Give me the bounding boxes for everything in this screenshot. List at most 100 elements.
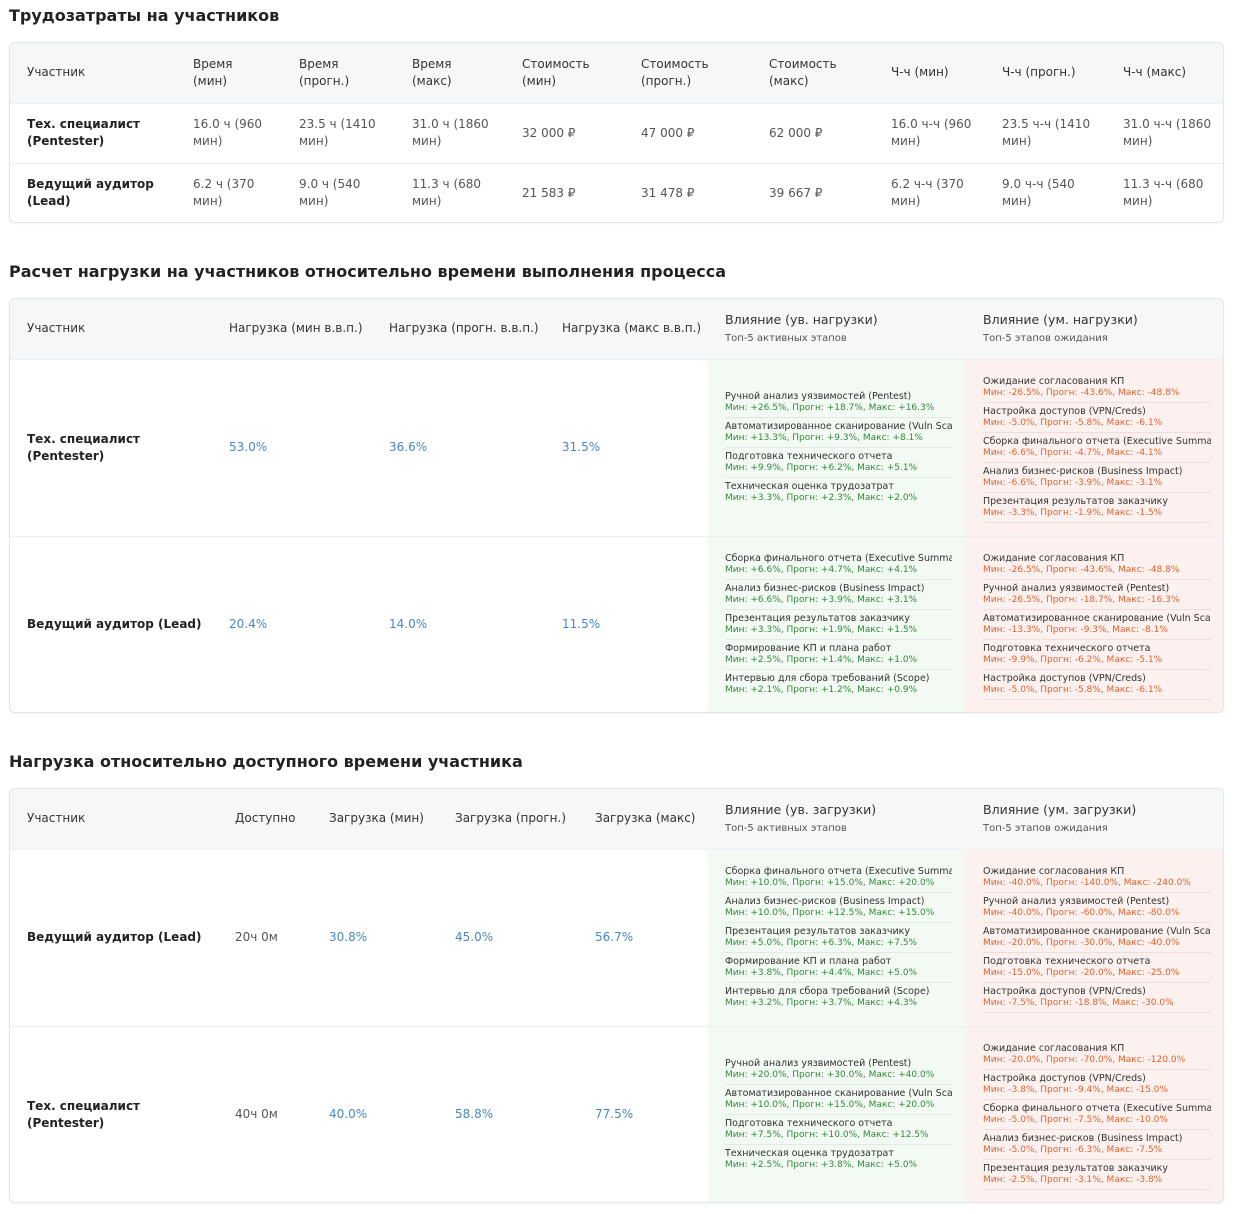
table-cell: 47 000 ₽ [624,102,752,163]
load-process-card: Участник Нагрузка (мин в.в.п.) Нагрузка … [9,298,1224,713]
stage-deltas: Мин: -6.6%, Прогн: -4.7%, Макс: -4.1% [983,447,1163,458]
influence-item: Формирование КП и плана работ Мин: +2.5%,… [725,640,952,671]
participant-name: Ведущий аудитор (Lead) [10,162,176,222]
table-row: Ведущий аудитор (Lead) 6.2 ч (370 мин) 9.0… [10,162,1223,222]
stage-name: Ручной анализ уязвимостей (Pentest) [983,895,1170,907]
section-title-load-available: Нагрузка относительно доступного времени… [9,752,523,771]
stage-deltas: Мин: +9.9%, Прогн: +6.2%, Макс: +5.1% [725,463,918,473]
influence-decrease-cell: Ожидание согласования КП Мин: -26.5%, Про… [966,535,1223,712]
influence-item: Презентация результатов заказчику Мин: -3… [983,493,1211,523]
stage-deltas: Мин: +10.0%, Прогн: +15.0%, Макс: +20.0% [725,1100,935,1111]
stage-deltas: Мин: -5.0%, Прогн: -5.8%, Макс: -6.1% [983,417,1163,428]
stage-deltas: Мин: -20.0%, Прогн: -30.0%, Макс: -40.0% [983,937,1180,948]
stage-deltas: Мин: +3.8%, Прогн: +4.4%, Макс: +5.0% [725,968,918,978]
influence-item: Подготовка технического отчета Мин: +7.5%… [725,1115,952,1146]
labor-table: Участник Время (мин) Время (прогн.) Время(… [10,43,1223,222]
influence-item: Презентация результатов заказчику Мин: +5… [725,923,952,953]
col-time-max: Время (макс) [395,43,505,103]
stage-name: Автоматизированное сканирование (Vuln Sc… [983,925,1211,937]
influence-item: Ожидание согласования КП Мин: -20.0%, Про… [983,1040,1211,1070]
col-util-min: Загрузка (мин) [312,789,438,849]
stage-deltas: Мин: -7.5%, Прогн: -18.8%, Макс: -30.0% [983,997,1174,1008]
col-participant: Участник [10,299,212,359]
stage-name: Формирование КП и плана работ [725,643,892,655]
stage-deltas: Мин: +13.3%, Прогн: +9.3%, Макс: +8.1% [725,433,923,443]
col-mh-forecast: Ч-ч (прогн.) [985,43,1106,103]
influence-item: Ручной анализ уязвимостей (Pentest) Мин: … [725,388,952,418]
influence-item: Ожидание согласования КП Мин: -40.0%, Про… [983,863,1211,893]
stage-name: Техническая оценка трудозатрат [725,1148,894,1160]
stage-name: Ручной анализ уязвимостей (Pentest) [725,391,912,402]
stage-name: Ожидание согласования КП [983,552,1125,564]
influence-item: Подготовка технического отчета Мин: +9.9%… [725,448,952,478]
stage-deltas: Мин: -3.3%, Прогн: -1.9%, Макс: -1.5% [983,507,1163,518]
col-load-max: Нагрузка (макс в.в.п.) [545,299,708,359]
table-cell: 6.2 ч-ч (370 мин) [874,162,985,222]
table-row: Ведущий аудитор (Lead) 20.4% 14.0% 11.5% Сбо… [10,535,1223,712]
col-influence-increase: Влияние (ув. нагрузки) Топ-5 активных эта… [708,299,966,359]
table-cell: 11.3 ч (680 мин) [395,162,505,222]
stage-name: Презентация результатов заказчику [983,495,1169,507]
influence-item: Ручной анализ уязвимостей (Pentest) Мин: … [725,1055,952,1086]
influence-decrease-cell: Ожидание согласования КП Мин: -20.0%, Про… [966,1025,1223,1202]
stage-deltas: Мин: +7.5%, Прогн: +10.0%, Макс: +12.5% [725,1130,929,1141]
table-cell: 62 000 ₽ [752,102,874,163]
stage-deltas: Мин: -13.3%, Прогн: -9.3%, Макс: -8.1% [983,624,1168,635]
stage-name: Сборка финального отчета (Executive Summ… [725,553,952,565]
stage-deltas: Мин: -5.0%, Прогн: -7.5%, Макс: -10.0% [983,1114,1168,1125]
influence-increase-cell: Ручной анализ уязвимостей (Pentest) Мин: … [708,358,966,536]
load-value: 58.8% [438,1025,578,1202]
stage-name: Ручной анализ уязвимостей (Pentest) [983,582,1170,594]
col-influence-increase: Влияние (ув. загрузки) Топ-5 активных эта… [708,789,966,849]
load-available-card: Участник Доступно Загрузка (мин) Загрузк… [9,788,1224,1203]
influence-item: Формирование КП и плана работ Мин: +3.8%,… [725,953,952,983]
stage-name: Презентация результатов заказчику [725,926,911,937]
stage-name: Анализ бизнес-рисков (Business Impact) [725,583,925,595]
table-cell: 16.0 ч (960 мин) [176,102,282,163]
influence-item: Сборка финального отчета (Executive Summ… [725,863,952,893]
stage-name: Презентация результатов заказчику [983,1162,1169,1174]
stage-name: Автоматизированное сканирование (Vuln Sc… [725,1088,952,1100]
table-cell: 31.0 ч (1860 мин) [395,102,505,163]
load-value: 45.0% [438,848,578,1026]
influence-item: Настройка доступов (VPN/Creds) Мин: -3.8%… [983,1070,1211,1100]
load-process-table: Участник Нагрузка (мин в.в.п.) Нагрузка … [10,299,1223,712]
stage-deltas: Мин: -26.5%, Прогн: -43.6%, Макс: -48.8% [983,564,1180,575]
stage-deltas: Мин: +10.0%, Прогн: +15.0%, Макс: +20.0% [725,878,935,888]
available-time: 20ч 0м [218,848,312,1026]
stage-deltas: Мин: +3.3%, Прогн: +2.3%, Макс: +2.0% [725,493,918,503]
table-cell: 6.2 ч (370 мин) [176,162,282,222]
influence-item: Интервью для сбора требований (Scope) Мин… [725,983,952,1012]
stage-deltas: Мин: +2.5%, Прогн: +1.4%, Макс: +1.0% [725,655,918,666]
influence-item: Подготовка технического отчета Мин: -9.9%… [983,640,1211,670]
stage-deltas: Мин: -6.6%, Прогн: -3.9%, Макс: -3.1% [983,477,1163,488]
table-cell: 23.5 ч-ч (1410 мин) [985,102,1106,163]
stage-deltas: Мин: +2.1%, Прогн: +1.2%, Макс: +0.9% [725,685,918,696]
load-value: 11.5% [545,535,708,712]
influence-item: Настройка доступов (VPN/Creds) Мин: -5.0%… [983,403,1211,433]
col-influence-decrease: Влияние (ум. нагрузки) Топ-5 этапов ожида… [966,299,1223,359]
stage-deltas: Мин: -5.0%, Прогн: -5.8%, Макс: -6.1% [983,684,1163,695]
table-row: Тех. специалист (Pentester) 53.0% 36.6% 31.… [10,358,1223,536]
stage-name: Сборка финального отчета (Executive Summ… [725,866,952,877]
stage-deltas: Мин: -40.0%, Прогн: -60.0%, Макс: -80.0% [983,907,1180,918]
col-time-min: Время (мин) [176,43,282,103]
influence-item: Автоматизированное сканирование (Vuln Sc… [983,610,1211,640]
stage-name: Ожидание согласования КП [983,375,1125,387]
influence-item: Интервью для сбора требований (Scope) Мин… [725,670,952,699]
stage-name: Ожидание согласования КП [983,1042,1125,1054]
influence-item: Анализ бизнес-рисков (Business Impact) Ми… [983,1130,1211,1160]
available-time: 40ч 0м [218,1025,312,1202]
col-cost-forecast: Стоимость (прогн.) [624,43,752,103]
load-value: 77.5% [578,1025,708,1202]
influence-item: Автоматизированное сканирование (Vuln Sc… [725,1085,952,1116]
stage-deltas: Мин: -40.0%, Прогн: -140.0%, Макс: -240.… [983,877,1191,888]
participant-name: Тех. специалист (Pentester) [10,358,212,536]
stage-deltas: Мин: -20.0%, Прогн: -70.0%, Макс: -120.0… [983,1054,1186,1065]
table-cell: 21 583 ₽ [505,162,624,222]
load-value: 31.5% [545,358,708,536]
stage-name: Презентация результатов заказчику [725,613,911,625]
stage-deltas: Мин: -26.5%, Прогн: -18.7%, Макс: -16.3% [983,594,1180,605]
stage-deltas: Мин: -9.9%, Прогн: -6.2%, Макс: -5.1% [983,654,1163,665]
table-cell: 31 478 ₽ [624,162,752,222]
